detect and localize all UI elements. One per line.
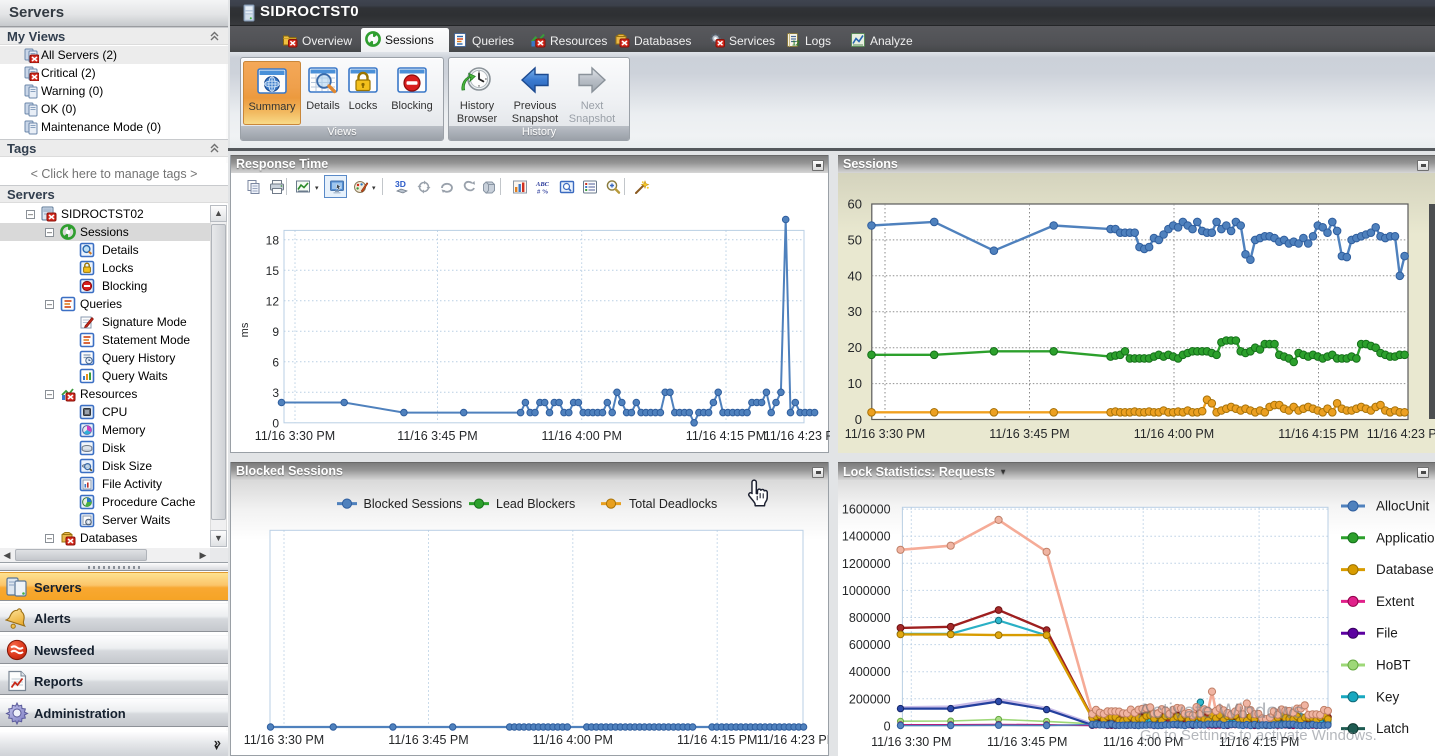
svg-text:11/16 3:30 PM: 11/16 3:30 PM bbox=[255, 429, 335, 443]
svg-text:3: 3 bbox=[272, 386, 279, 400]
svg-text:3D: 3D bbox=[395, 179, 406, 189]
svg-text:11/16 3:45 PM: 11/16 3:45 PM bbox=[987, 735, 1067, 749]
svg-text:15: 15 bbox=[266, 264, 280, 278]
svg-text:11/16 3:45 PM: 11/16 3:45 PM bbox=[989, 427, 1069, 441]
svg-text:30: 30 bbox=[848, 304, 862, 319]
svg-text:Go to Settings to activate Win: Go to Settings to activate Windows. bbox=[1140, 727, 1377, 744]
svg-text:11/16 3:30 PM: 11/16 3:30 PM bbox=[845, 427, 925, 441]
svg-text:Lead Blockers: Lead Blockers bbox=[496, 497, 575, 511]
svg-text:Key: Key bbox=[1376, 689, 1400, 704]
svg-text:11/16 4:15 PM: 11/16 4:15 PM bbox=[677, 733, 757, 747]
svg-text:Extent: Extent bbox=[1376, 594, 1415, 609]
svg-text:11/16 3:45 PM: 11/16 3:45 PM bbox=[388, 733, 468, 747]
svg-text:11/16 4:00 PM: 11/16 4:00 PM bbox=[542, 429, 622, 443]
svg-text:11/16 3:45 PM: 11/16 3:45 PM bbox=[397, 429, 477, 443]
svg-text:200000: 200000 bbox=[849, 692, 891, 706]
svg-text:800000: 800000 bbox=[849, 611, 891, 625]
svg-text:11/16 4:00 PM: 11/16 4:00 PM bbox=[1134, 427, 1214, 441]
svg-text:11/16 4:00 PM: 11/16 4:00 PM bbox=[533, 733, 613, 747]
svg-text:40: 40 bbox=[848, 268, 862, 283]
svg-text:11/16 4:23 PM: 11/16 4:23 PM bbox=[757, 733, 829, 747]
svg-text:60: 60 bbox=[848, 197, 862, 212]
svg-text:ABC: ABC bbox=[535, 181, 550, 188]
svg-text:AllocUnit: AllocUnit bbox=[1376, 499, 1430, 514]
svg-text:400000: 400000 bbox=[849, 665, 891, 679]
svg-text:# %: # % bbox=[537, 189, 548, 196]
svg-text:11/16 4:15 PM: 11/16 4:15 PM bbox=[686, 429, 766, 443]
svg-text:12: 12 bbox=[792, 41, 800, 48]
svg-text:Application: Application bbox=[1376, 530, 1435, 545]
svg-text:11/16 3:30 PM: 11/16 3:30 PM bbox=[871, 735, 951, 749]
svg-text:HoBT: HoBT bbox=[1376, 658, 1411, 673]
svg-text:1400000: 1400000 bbox=[842, 530, 891, 544]
svg-text:18: 18 bbox=[266, 233, 280, 247]
svg-text:11/16 3:30 PM: 11/16 3:30 PM bbox=[244, 733, 324, 747]
svg-text:11/16 4:15 PM: 11/16 4:15 PM bbox=[1219, 735, 1299, 749]
svg-text:0: 0 bbox=[855, 412, 862, 427]
svg-text:ms: ms bbox=[239, 322, 251, 337]
svg-text:50: 50 bbox=[848, 232, 862, 247]
svg-text:0: 0 bbox=[884, 719, 891, 733]
svg-text:Database: Database bbox=[1376, 562, 1434, 577]
svg-text:File: File bbox=[1376, 626, 1398, 641]
svg-text:1000000: 1000000 bbox=[842, 584, 891, 598]
svg-text:12: 12 bbox=[266, 294, 280, 308]
svg-text:11/16 4:23 PM: 11/16 4:23 PM bbox=[1367, 427, 1435, 441]
svg-text:Latch: Latch bbox=[1376, 721, 1409, 736]
svg-text:9: 9 bbox=[272, 325, 279, 339]
svg-text:1600000: 1600000 bbox=[842, 503, 891, 517]
svg-text:11/16 4:00 PM: 11/16 4:00 PM bbox=[1103, 735, 1183, 749]
svg-text:Blocked Sessions: Blocked Sessions bbox=[364, 497, 463, 511]
svg-text:600000: 600000 bbox=[849, 638, 891, 652]
svg-text:10: 10 bbox=[848, 376, 862, 391]
svg-text:1200000: 1200000 bbox=[842, 557, 891, 571]
svg-text:11/16 4:23 PM: 11/16 4:23 PM bbox=[764, 429, 830, 443]
svg-text:Activate Windows: Activate Windows bbox=[1138, 700, 1304, 723]
svg-text:11/16 4:15 PM: 11/16 4:15 PM bbox=[1278, 427, 1358, 441]
svg-text:0: 0 bbox=[272, 416, 279, 430]
svg-text:Total Deadlocks: Total Deadlocks bbox=[629, 497, 717, 511]
svg-text:20: 20 bbox=[848, 340, 862, 355]
svg-text:6: 6 bbox=[272, 355, 279, 369]
